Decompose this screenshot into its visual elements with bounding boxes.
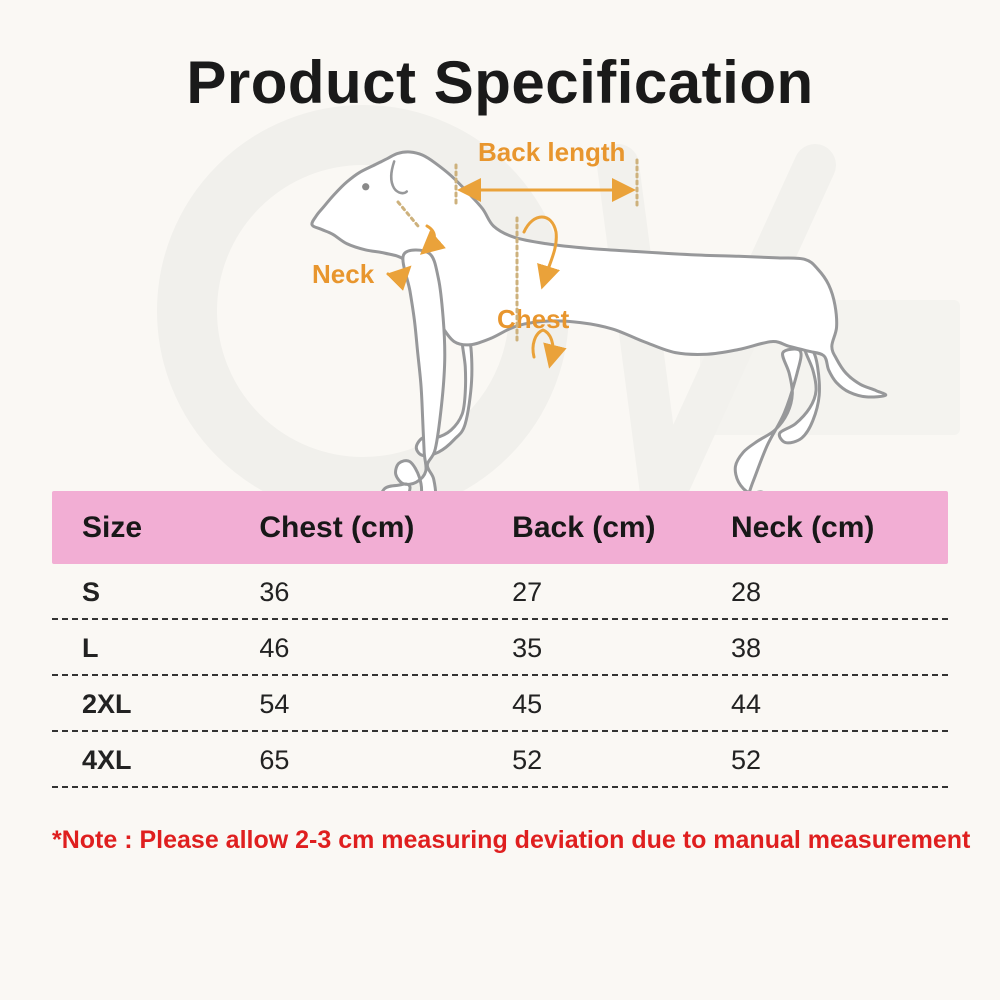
svg-text:Neck: Neck — [312, 259, 375, 289]
svg-text:Chest: Chest — [497, 304, 570, 334]
svg-text:Back length: Back length — [478, 137, 625, 167]
